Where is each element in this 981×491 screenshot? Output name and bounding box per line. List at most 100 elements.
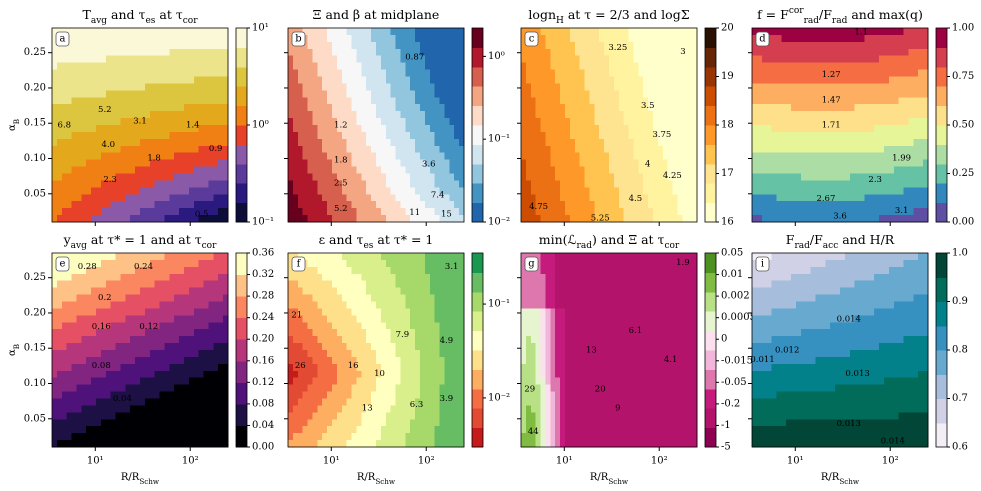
- contour-fill: [869, 83, 875, 91]
- contour-fill: [297, 131, 304, 140]
- contour-fill: [115, 329, 122, 337]
- contour-fill: [120, 419, 126, 427]
- contour-fill: [791, 62, 797, 71]
- contour-fill: [149, 41, 156, 50]
- contour-fill: [380, 104, 387, 112]
- contour-fill: [356, 166, 362, 175]
- contour-fill: [776, 48, 782, 57]
- contour-fill: [667, 208, 674, 216]
- contour-fill: [105, 173, 112, 182]
- contour-fill: [618, 180, 625, 188]
- contour-fill: [164, 208, 170, 216]
- contour-fill: [336, 76, 343, 85]
- contour-fill: [805, 187, 812, 195]
- contour-fill: [223, 194, 229, 202]
- contour-fill: [525, 62, 532, 71]
- contour-fill: [657, 173, 664, 182]
- contour-fill: [52, 412, 58, 420]
- contour-fill: [545, 201, 551, 209]
- contour-fill: [923, 208, 929, 216]
- contour-fill: [66, 111, 73, 119]
- contour-fill: [66, 125, 73, 133]
- contour-fill: [913, 138, 919, 147]
- contour-fill: [184, 104, 190, 112]
- contour-fill: [599, 215, 605, 223]
- contour-fill: [444, 55, 450, 64]
- contour-fill: [327, 118, 333, 126]
- contour-fill: [535, 97, 542, 105]
- contour-fill: [800, 166, 807, 175]
- contour-fill: [420, 145, 426, 154]
- contour-fill: [366, 104, 372, 112]
- contour-fill: [618, 152, 625, 161]
- contour-fill: [174, 405, 180, 413]
- contour-fill: [672, 48, 679, 57]
- contour-fill: [366, 111, 372, 119]
- contour-fill: [761, 138, 768, 147]
- contour-fill: [623, 62, 630, 71]
- contour-fill: [66, 412, 73, 420]
- contour-fill: [439, 83, 446, 91]
- contour-fill: [429, 97, 436, 105]
- contour-fill: [844, 145, 851, 154]
- contour-fill: [307, 145, 314, 154]
- contour-fill: [555, 34, 561, 43]
- contour-fill: [140, 215, 146, 223]
- contour-fill: [908, 125, 914, 133]
- contour-fill: [609, 48, 615, 57]
- contour-fill: [400, 173, 406, 182]
- contour-fill: [898, 194, 905, 202]
- contour-fill: [56, 440, 63, 448]
- contour-fill: [776, 166, 782, 175]
- contour-fill: [366, 166, 372, 175]
- contour-fill: [144, 201, 151, 209]
- contour-fill: [535, 104, 542, 112]
- contour-fill: [96, 356, 102, 365]
- contour-fill: [677, 173, 683, 182]
- contour-fill: [105, 266, 112, 275]
- contour-fill: [120, 215, 126, 223]
- contour-fill: [781, 159, 787, 168]
- contour-fill: [687, 215, 693, 223]
- contour-fill: [193, 138, 200, 147]
- contour-fill: [623, 215, 630, 223]
- contour-fill: [429, 194, 436, 202]
- contour-fill: [825, 187, 831, 195]
- contour-fill: [609, 76, 615, 85]
- contour-fill: [184, 287, 190, 296]
- contour-fill: [604, 28, 610, 36]
- contour-fill: [297, 83, 304, 91]
- contour-fill: [297, 125, 304, 133]
- contour-fill: [297, 201, 304, 209]
- contour-fill: [800, 152, 807, 161]
- contour-fill: [312, 208, 318, 216]
- contour-fill: [672, 55, 679, 64]
- contour-fill: [888, 180, 895, 188]
- contour-fill: [756, 215, 763, 223]
- contour-fill: [76, 83, 82, 91]
- contour-fill: [415, 104, 421, 112]
- contour-fill: [584, 104, 591, 112]
- contour-fill: [105, 308, 112, 316]
- contour-fill: [800, 41, 807, 50]
- contour-fill: [638, 152, 644, 161]
- contour-fill: [662, 159, 669, 168]
- contour-fill: [385, 69, 392, 78]
- contour-fill: [771, 90, 778, 98]
- contour-fill: [288, 90, 294, 98]
- contour-fill: [356, 76, 362, 85]
- contour-fill: [633, 180, 639, 188]
- contour-fill: [140, 287, 146, 296]
- contour-fill: [869, 111, 875, 119]
- contour-fill: [188, 145, 195, 154]
- contour-fill: [193, 118, 200, 126]
- contour-fill: [594, 215, 600, 223]
- contour-fill: [76, 131, 82, 140]
- contour-fill: [110, 62, 117, 71]
- contour-fill: [604, 201, 610, 209]
- contour-fill: [203, 28, 210, 36]
- contour-fill: [71, 166, 78, 175]
- contour-fill: [302, 131, 309, 140]
- contour-fill: [584, 118, 591, 126]
- contour-fill: [52, 97, 58, 105]
